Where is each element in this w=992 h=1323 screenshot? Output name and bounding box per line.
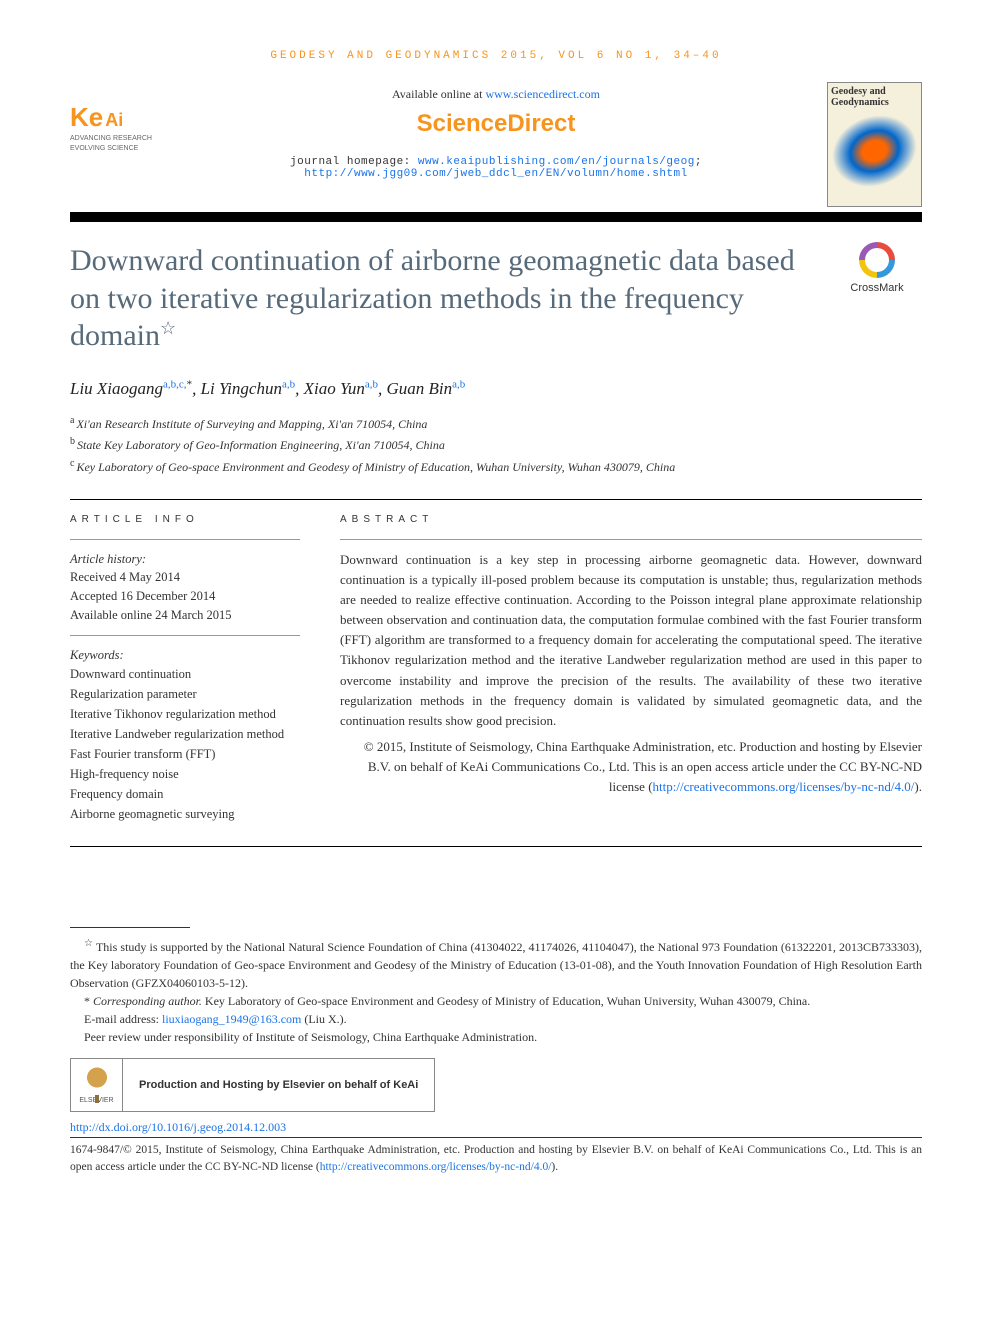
title-text: Downward continuation of airborne geomag… bbox=[70, 244, 795, 352]
footer-copyright-close: ). bbox=[551, 1161, 558, 1173]
funding-footnote: ☆ This study is supported by the Nationa… bbox=[70, 936, 922, 992]
homepage-link-1[interactable]: www.keaipublishing.com/en/journals/geog bbox=[418, 156, 695, 168]
keyword-4: Iterative Landweber regularization metho… bbox=[70, 727, 284, 741]
running-header: GEODESY AND GEODYNAMICS 2015, VOL 6 NO 1… bbox=[70, 50, 922, 62]
footnotes: ☆ This study is supported by the Nationa… bbox=[70, 936, 922, 1046]
keai-slogan-2: EVOLVING SCIENCE bbox=[70, 145, 180, 153]
author-2-affs[interactable]: a,b bbox=[282, 379, 295, 391]
author-4: Guan Bina,b bbox=[387, 379, 466, 398]
funding-text: This study is supported by the National … bbox=[70, 940, 922, 990]
doi-link[interactable]: http://dx.doi.org/10.1016/j.geog.2014.12… bbox=[70, 1120, 286, 1134]
homepage-link-2[interactable]: http://www.jgg09.com/jweb_ddcl_en/EN/vol… bbox=[304, 168, 687, 180]
affiliation-b: bState Key Laboratory of Geo-Information… bbox=[70, 434, 922, 455]
available-online-line: Available online at www.sciencedirect.co… bbox=[70, 87, 922, 102]
funding-marker: ☆ bbox=[84, 938, 93, 949]
keai-logo: KeAi ADVANCING RESEARCH EVOLVING SCIENCE bbox=[70, 102, 180, 154]
available-prefix: Available online at bbox=[392, 87, 485, 101]
article-history: Article history: Received 4 May 2014 Acc… bbox=[70, 550, 300, 625]
cover-title-1: Geodesy and bbox=[831, 86, 918, 97]
history-heading: Article history: bbox=[70, 552, 146, 566]
keai-slogan-1: ADVANCING RESEARCH bbox=[70, 135, 180, 143]
homepage-sep: ; bbox=[695, 156, 702, 168]
title-footnote-marker: ☆ bbox=[160, 318, 176, 338]
cover-title-2: Geodynamics bbox=[831, 97, 918, 108]
keai-logo-en: Ai bbox=[105, 110, 123, 130]
copyright-close: ). bbox=[914, 779, 922, 794]
issn: 1674-9847/ bbox=[70, 1144, 123, 1156]
keywords-block: Keywords: Downward continuation Regulari… bbox=[70, 646, 300, 825]
journal-homepage-line: journal homepage: www.keaipublishing.com… bbox=[70, 156, 922, 180]
keyword-7: Frequency domain bbox=[70, 787, 163, 801]
affiliation-c: cKey Laboratory of Geo-space Environment… bbox=[70, 456, 922, 477]
cover-art-icon bbox=[822, 103, 928, 199]
sciencedirect-logo: ScienceDirect bbox=[70, 110, 922, 138]
elsevier-logo-cell: ELSEVIER bbox=[71, 1059, 123, 1111]
article-title: Downward continuation of airborne geomag… bbox=[70, 242, 812, 355]
rule-below-abstract bbox=[70, 846, 922, 847]
abstract-heading: ABSTRACT bbox=[340, 514, 922, 525]
keywords-heading: Keywords: bbox=[70, 648, 124, 662]
crossmark-label: CrossMark bbox=[832, 282, 922, 294]
abstract-text: Downward continuation is a key step in p… bbox=[340, 550, 922, 731]
email-link[interactable]: liuxiaogang_1949@163.com bbox=[162, 1012, 301, 1026]
crossmark-badge[interactable]: CrossMark bbox=[832, 242, 922, 294]
author-1-corr: * bbox=[187, 379, 193, 391]
bottom-rule bbox=[70, 1137, 922, 1138]
doi-line: http://dx.doi.org/10.1016/j.geog.2014.12… bbox=[70, 1120, 922, 1135]
info-sep-1 bbox=[70, 539, 300, 540]
keyword-1: Downward continuation bbox=[70, 667, 191, 681]
journal-cover-thumbnail: Geodesy and Geodynamics bbox=[827, 82, 922, 207]
abs-sep bbox=[340, 539, 922, 540]
article-info-column: ARTICLE INFO Article history: Received 4… bbox=[70, 514, 300, 825]
keyword-2: Regularization parameter bbox=[70, 687, 197, 701]
production-hosting-box: ELSEVIER Production and Hosting by Elsev… bbox=[70, 1058, 435, 1112]
keyword-6: High-frequency noise bbox=[70, 767, 179, 781]
author-1: Liu Xiaoganga,b,c,* bbox=[70, 379, 192, 398]
history-received: Received 4 May 2014 bbox=[70, 570, 180, 584]
corr-label: Corresponding author. bbox=[90, 994, 202, 1008]
masthead: KeAi ADVANCING RESEARCH EVOLVING SCIENCE… bbox=[70, 82, 922, 202]
info-sep-2 bbox=[70, 635, 300, 636]
history-online: Available online 24 March 2015 bbox=[70, 608, 232, 622]
affiliations: aXi'an Research Institute of Surveying a… bbox=[70, 413, 922, 477]
abstract-copyright: © 2015, Institute of Seismology, China E… bbox=[340, 737, 922, 797]
homepage-label: journal homepage: bbox=[290, 156, 418, 168]
footnote-rule bbox=[70, 927, 190, 928]
cc-license-link[interactable]: http://creativecommons.org/licenses/by-n… bbox=[653, 779, 915, 794]
abstract-column: ABSTRACT Downward continuation is a key … bbox=[340, 514, 922, 825]
peer-review-footnote: Peer review under responsibility of Inst… bbox=[70, 1028, 922, 1046]
production-text: Production and Hosting by Elsevier on be… bbox=[123, 1079, 434, 1091]
keai-logo-cn: Ke bbox=[70, 102, 103, 132]
sciencedirect-link[interactable]: www.sciencedirect.com bbox=[485, 87, 600, 101]
thick-rule bbox=[70, 212, 922, 222]
email-footnote: E-mail address: liuxiaogang_1949@163.com… bbox=[70, 1010, 922, 1028]
rule-above-info bbox=[70, 499, 922, 500]
email-suffix: (Liu X.). bbox=[301, 1012, 346, 1026]
corr-text: Key Laboratory of Geo-space Environment … bbox=[202, 994, 810, 1008]
email-label: E-mail address: bbox=[84, 1012, 162, 1026]
elsevier-tree-icon bbox=[82, 1067, 112, 1097]
affiliation-a: aXi'an Research Institute of Surveying a… bbox=[70, 413, 922, 434]
keyword-3: Iterative Tikhonov regularization method bbox=[70, 707, 276, 721]
author-4-affs[interactable]: a,b bbox=[452, 379, 465, 391]
copyright-footer: 1674-9847/© 2015, Institute of Seismolog… bbox=[70, 1142, 922, 1174]
keyword-8: Airborne geomagnetic surveying bbox=[70, 807, 235, 821]
keyword-5: Fast Fourier transform (FFT) bbox=[70, 747, 215, 761]
article-info-heading: ARTICLE INFO bbox=[70, 514, 300, 525]
crossmark-icon bbox=[859, 242, 895, 278]
author-3-affs[interactable]: a,b bbox=[365, 379, 378, 391]
history-accepted: Accepted 16 December 2014 bbox=[70, 589, 215, 603]
author-1-affs[interactable]: a,b,c, bbox=[163, 379, 187, 391]
footer-cc-link[interactable]: http://creativecommons.org/licenses/by-n… bbox=[320, 1161, 552, 1173]
author-3: Xiao Yuna,b bbox=[304, 379, 378, 398]
author-2: Li Yingchuna,b bbox=[201, 379, 296, 398]
authors-line: Liu Xiaoganga,b,c,*, Li Yingchuna,b, Xia… bbox=[70, 379, 922, 400]
corresponding-footnote: * Corresponding author. Key Laboratory o… bbox=[70, 992, 922, 1010]
